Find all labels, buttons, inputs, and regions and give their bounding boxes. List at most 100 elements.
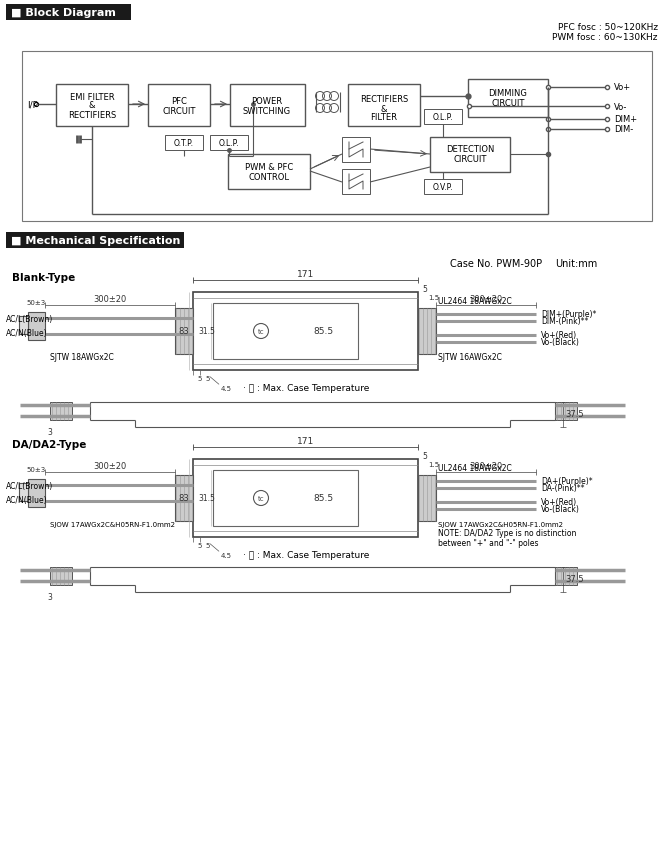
Text: &: & xyxy=(88,102,95,110)
Text: 85.5: 85.5 xyxy=(313,494,333,503)
Text: Unit:mm: Unit:mm xyxy=(555,258,597,269)
Bar xyxy=(418,308,436,355)
Text: Vo-(Black): Vo-(Black) xyxy=(541,338,580,347)
Text: AC/N(Blue): AC/N(Blue) xyxy=(6,496,48,505)
Text: DA/DA2-Type: DA/DA2-Type xyxy=(12,439,86,449)
Bar xyxy=(213,304,358,360)
Text: 4.5: 4.5 xyxy=(220,386,232,392)
Text: CIRCUIT: CIRCUIT xyxy=(162,107,196,115)
Bar xyxy=(342,138,370,163)
Text: RECTIFIERS: RECTIFIERS xyxy=(68,110,116,120)
Bar xyxy=(342,170,370,195)
Text: 5: 5 xyxy=(423,452,427,461)
Bar xyxy=(22,52,652,222)
Text: AC/N(Blue): AC/N(Blue) xyxy=(6,329,48,338)
Text: 5: 5 xyxy=(198,542,202,548)
Text: DETECTION: DETECTION xyxy=(446,146,494,154)
Bar xyxy=(424,110,462,125)
Bar xyxy=(6,232,184,249)
Text: UL2464 18AWGx2C: UL2464 18AWGx2C xyxy=(438,297,512,307)
Text: 300±20: 300±20 xyxy=(470,295,502,304)
Text: Vo+: Vo+ xyxy=(614,84,631,92)
Text: O.V.P.: O.V.P. xyxy=(433,183,453,191)
Text: 5: 5 xyxy=(206,542,210,548)
Bar xyxy=(50,567,72,585)
Text: 3: 3 xyxy=(48,428,52,437)
Text: 171: 171 xyxy=(297,270,314,279)
Text: UL2464 18AWGx2C: UL2464 18AWGx2C xyxy=(438,464,512,473)
Bar xyxy=(175,308,193,355)
Bar xyxy=(424,180,462,195)
Bar xyxy=(468,80,548,118)
Text: tc: tc xyxy=(258,329,264,335)
Text: 300±20: 300±20 xyxy=(470,462,502,471)
Bar xyxy=(210,136,248,151)
Text: NOTE: DA/DA2 Type is no distinction: NOTE: DA/DA2 Type is no distinction xyxy=(438,529,576,538)
Text: 50±3: 50±3 xyxy=(26,467,46,473)
Text: PWM fosc : 60~130KHz: PWM fosc : 60~130KHz xyxy=(553,34,658,42)
Text: SJOW 17AWGx2C&H05RN-F1.0mm2: SJOW 17AWGx2C&H05RN-F1.0mm2 xyxy=(438,522,563,528)
Text: SJTW 18AWGx2C: SJTW 18AWGx2C xyxy=(50,353,114,362)
Bar xyxy=(418,475,436,522)
Text: CIRCUIT: CIRCUIT xyxy=(454,155,486,164)
Text: Blank-Type: Blank-Type xyxy=(12,273,75,282)
Text: 300±20: 300±20 xyxy=(93,295,127,304)
Text: POWER: POWER xyxy=(251,96,283,105)
Text: I/P: I/P xyxy=(27,101,38,109)
Bar xyxy=(430,138,510,173)
Text: DIMMING: DIMMING xyxy=(488,89,527,97)
Text: &: & xyxy=(381,104,387,114)
Text: O.L.P.: O.L.P. xyxy=(433,113,453,121)
Text: CIRCUIT: CIRCUIT xyxy=(491,98,525,108)
Text: EMI FILTER: EMI FILTER xyxy=(70,92,115,102)
Text: DIM+(Purple)*: DIM+(Purple)* xyxy=(541,310,596,319)
Text: 50±3: 50±3 xyxy=(26,300,46,306)
Text: 83: 83 xyxy=(179,327,190,336)
Text: PWM & PFC: PWM & PFC xyxy=(245,163,293,171)
Text: 31.5: 31.5 xyxy=(198,327,216,336)
Text: AC/L(Brown): AC/L(Brown) xyxy=(6,482,53,491)
Bar xyxy=(230,85,305,127)
Text: 83: 83 xyxy=(179,494,190,503)
Text: PFC fosc : 50~120KHz: PFC fosc : 50~120KHz xyxy=(558,23,658,33)
Text: · Ⓣ : Max. Case Temperature: · Ⓣ : Max. Case Temperature xyxy=(243,384,369,393)
Text: DIM+: DIM+ xyxy=(614,115,637,124)
Bar xyxy=(348,85,420,127)
Text: 85.5: 85.5 xyxy=(313,327,333,336)
Text: tc: tc xyxy=(258,495,264,501)
Text: Vo-: Vo- xyxy=(614,102,627,111)
Text: SWITCHING: SWITCHING xyxy=(243,107,291,115)
Bar xyxy=(28,313,45,341)
Text: O.L.P.: O.L.P. xyxy=(218,139,239,147)
Text: SJOW 17AWGx2C&H05RN-F1.0mm2: SJOW 17AWGx2C&H05RN-F1.0mm2 xyxy=(50,522,175,528)
Bar xyxy=(228,155,310,189)
Bar xyxy=(193,293,418,370)
Text: Vo+(Red): Vo+(Red) xyxy=(541,331,577,340)
Bar xyxy=(148,85,210,127)
Text: 300±20: 300±20 xyxy=(93,462,127,471)
Text: AC/L(Brown): AC/L(Brown) xyxy=(6,315,53,324)
Text: 3: 3 xyxy=(48,593,52,602)
Bar xyxy=(165,136,203,151)
Text: DIM-(Pink)**: DIM-(Pink)** xyxy=(541,317,588,326)
Text: 1.5: 1.5 xyxy=(428,461,440,468)
Text: PFC: PFC xyxy=(171,96,187,105)
Text: · Ⓣ : Max. Case Temperature: · Ⓣ : Max. Case Temperature xyxy=(243,551,369,560)
Bar xyxy=(56,85,128,127)
Bar xyxy=(28,480,45,507)
Text: 31.5: 31.5 xyxy=(198,494,216,503)
Bar xyxy=(50,403,72,420)
Text: RECTIFIERS: RECTIFIERS xyxy=(360,96,408,104)
Bar xyxy=(19,317,28,335)
Text: Vo-(Black): Vo-(Black) xyxy=(541,505,580,514)
Bar xyxy=(6,5,131,21)
Text: FILTER: FILTER xyxy=(371,114,397,122)
Bar xyxy=(555,403,577,420)
Text: DA+(Purple)*: DA+(Purple)* xyxy=(541,477,593,486)
Text: ■ Block Diagram: ■ Block Diagram xyxy=(11,8,116,18)
Text: 5: 5 xyxy=(423,285,427,294)
Bar xyxy=(213,470,358,526)
Bar xyxy=(19,483,28,501)
Text: 5: 5 xyxy=(206,375,210,381)
Bar xyxy=(193,460,418,537)
